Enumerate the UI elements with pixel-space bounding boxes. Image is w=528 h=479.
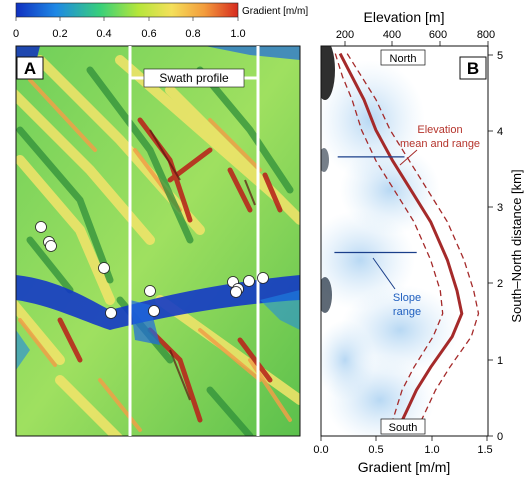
elevation-min-line [334, 53, 444, 429]
colorbar: 0 0.2 0.4 0.6 0.8 1.0 Gradient [m/m] [13, 2, 308, 40]
bottom-tick-1.5: 1.5 [477, 444, 492, 456]
slope-annotation-line1: Slope [393, 292, 421, 304]
sample-point [98, 262, 110, 274]
elevation-mean-line [338, 52, 464, 430]
top-tick-600: 600 [429, 29, 447, 41]
sample-point [45, 240, 57, 252]
elevation-annotation-line2: mean and range [400, 138, 480, 150]
swath-label-box [143, 68, 245, 88]
panel-a-letter-box [16, 56, 44, 80]
panel-b-letter-box [459, 56, 487, 80]
panel-a-frame [15, 45, 301, 437]
right-tick-4: 4 [497, 126, 503, 138]
right-tick-0: 0 [497, 431, 503, 443]
sample-point [144, 285, 156, 297]
top-tick-400: 400 [383, 29, 401, 41]
slope-annotation-line2: range [393, 306, 421, 318]
colorbar-ramp [15, 2, 239, 18]
panel-b-chart: Elevation mean and range Slope range Nor… [313, 9, 524, 475]
elevation-curves [334, 52, 480, 430]
colorbar-tick-5: 1.0 [230, 28, 245, 40]
bottom-axis-ticks [320, 436, 488, 441]
top-tick-200: 200 [336, 29, 354, 41]
sample-point [105, 307, 117, 319]
top-axis-ticks [344, 41, 489, 46]
south-label: South [389, 422, 418, 434]
sample-point [148, 305, 160, 317]
slope-range-bars [334, 156, 417, 254]
panel-a-letter: A [24, 59, 36, 78]
right-axis-label: South–North distance [km] [509, 169, 524, 322]
north-label-box [380, 49, 426, 66]
right-tick-3: 3 [497, 202, 503, 214]
colorbar-ticks [15, 17, 239, 21]
swath-label: Swath profile [159, 71, 229, 85]
slope-annotation-leader [372, 257, 396, 290]
bottom-tick-0.5: 0.5 [368, 444, 383, 456]
panel-a-map: Swath profile A [15, 45, 301, 437]
colorbar-label: Gradient [m/m] [242, 6, 308, 17]
top-tick-800: 800 [477, 29, 495, 41]
colorbar-tick-0: 0 [13, 28, 19, 40]
sample-point [230, 286, 242, 298]
sample-point [257, 272, 269, 284]
bottom-tick-1.0: 1.0 [424, 444, 439, 456]
bottom-tick-0: 0.0 [313, 444, 328, 456]
north-label: North [390, 53, 417, 65]
colorbar-tick-1: 0.2 [52, 28, 67, 40]
right-tick-1: 1 [497, 355, 503, 367]
elevation-max-line [346, 53, 480, 429]
right-tick-2: 2 [497, 278, 503, 290]
south-label-box [380, 418, 426, 435]
bottom-axis-label: Gradient [m/m] [358, 459, 451, 475]
gradient-density-background [321, 46, 488, 436]
colorbar-tick-4: 0.8 [185, 28, 200, 40]
panel-b-letter: B [467, 59, 479, 78]
right-axis-ticks [488, 54, 493, 437]
colorbar-tick-2: 0.4 [96, 28, 111, 40]
sample-point [35, 221, 47, 233]
elevation-annotation-leader [399, 149, 418, 166]
right-tick-5: 5 [497, 50, 503, 62]
panel-b-frame [320, 45, 489, 437]
top-axis-label: Elevation [m] [364, 9, 445, 25]
sample-point [243, 275, 255, 287]
elevation-annotation-line1: Elevation [417, 124, 462, 136]
sample-points [35, 221, 269, 319]
colorbar-tick-3: 0.6 [141, 28, 156, 40]
